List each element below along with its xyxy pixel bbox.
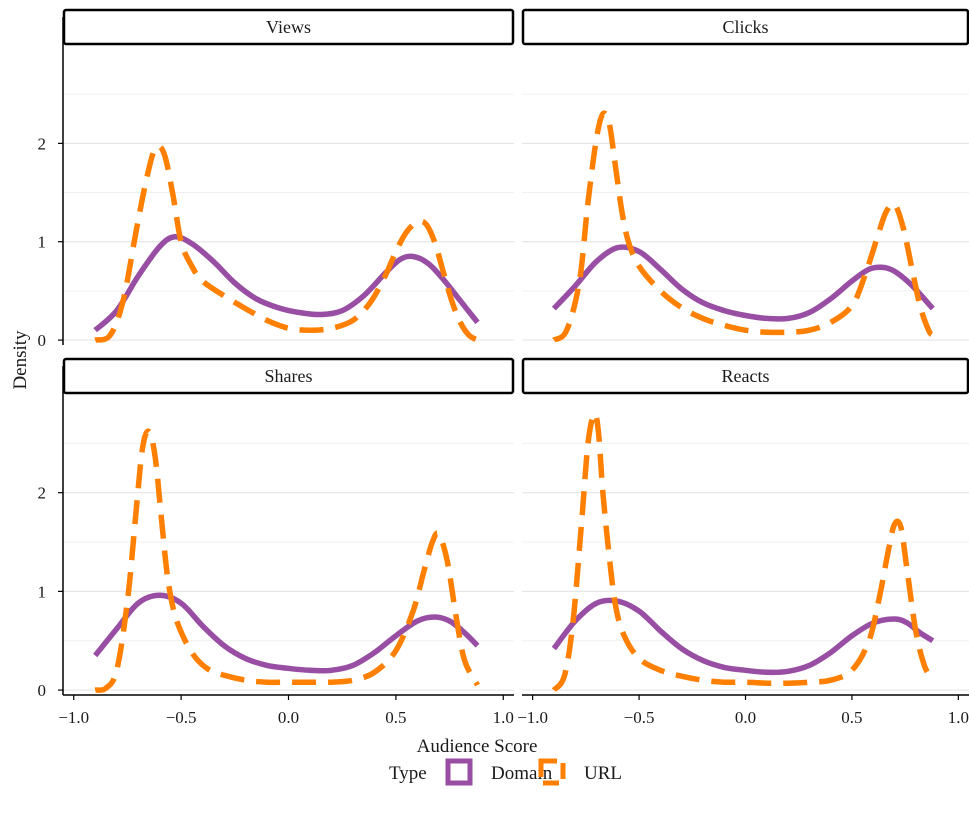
x-tick-label: −0.5 [166,708,197,727]
y-tick-label: 0 [38,331,47,350]
y-tick-label: 2 [38,484,47,503]
panel-reacts: Reacts [521,357,969,692]
legend-key-domain [445,758,473,786]
legend: Type Domain URL [389,758,622,786]
strip-label-shares: Shares [265,366,313,386]
series-url-reacts [551,410,936,692]
x-tick-label: −1.0 [517,708,548,727]
legend-label-domain: Domain [491,763,553,784]
strip-label-views: Views [266,17,311,37]
legend-key-url [538,758,566,786]
x-tick-label: 0.0 [278,708,299,727]
x-tick-label: 1.0 [493,708,514,727]
x-tick-label: 0.5 [385,708,406,727]
strip-reacts [521,357,969,395]
series-url-clicks [552,110,935,343]
y-axis-title: Density [10,330,31,390]
x-tick-label: −0.5 [624,708,655,727]
strip-clicks [521,8,969,46]
y-tick-label: 0 [38,681,47,700]
series-domain-reacts [551,597,935,676]
strip-shares [62,357,515,395]
series-domain-shares [93,592,480,674]
panels: Views Clicks Shares Reacts [62,8,969,693]
strip-views [62,8,515,46]
legend-label-url: URL [584,763,622,784]
series-domain-clicks [551,244,935,322]
strip-label-clicks: Clicks [722,17,768,37]
y-tick-label: 1 [38,582,47,601]
panel-shares: Shares [62,357,515,693]
panel-views: Views [62,8,515,343]
x-tick-label: 1.0 [948,708,969,727]
panel-clicks: Clicks [521,8,969,343]
y-tick-label: 2 [38,134,47,153]
x-tick-label: 0.0 [735,708,756,727]
x-tick-label: −1.0 [58,708,89,727]
legend-title: Type [389,763,427,784]
series-domain-views [93,234,480,333]
series-url-shares [94,428,480,693]
strip-label-reacts: Reacts [722,366,770,386]
x-axis-title: Audience Score [417,736,538,757]
y-tick-label: 1 [38,233,47,252]
x-tick-label: 0.5 [841,708,862,727]
